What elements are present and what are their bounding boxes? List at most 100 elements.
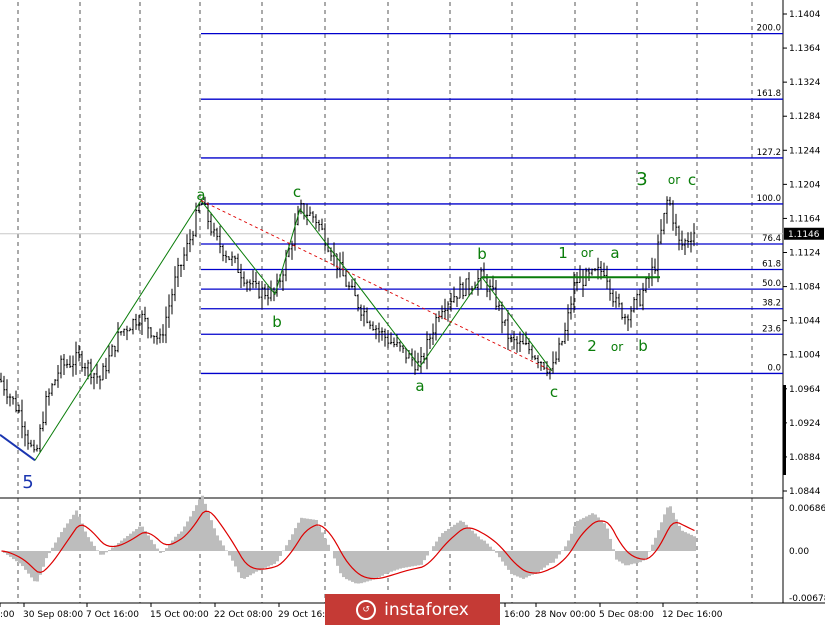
- price-bar: [452, 286, 456, 303]
- histogram-bar: [627, 551, 630, 566]
- price-bar: [371, 321, 375, 331]
- histogram-bar: [348, 551, 351, 581]
- histogram-bar: [84, 531, 87, 551]
- fib-label-200.0: 200.0: [757, 24, 781, 34]
- histogram-bar: [588, 514, 591, 551]
- histogram-bar: [39, 551, 42, 575]
- histogram-bar: [684, 532, 687, 551]
- x-tick-label: 7 Oct 16:00: [86, 610, 139, 620]
- price-bar: [185, 234, 189, 262]
- histogram-bar: [435, 541, 438, 551]
- price-bar: [461, 282, 465, 300]
- histogram-bar: [333, 551, 336, 559]
- price-bar: [230, 251, 234, 266]
- price-bar: [464, 278, 468, 297]
- histogram-bar: [141, 526, 144, 551]
- price-bar: [125, 325, 129, 341]
- histogram-bar: [201, 495, 204, 551]
- x-tick-label: 5 Dec 08:00: [599, 610, 654, 620]
- price-bar: [521, 334, 525, 345]
- wave-label-5: b: [477, 245, 487, 263]
- price-bar: [365, 307, 369, 324]
- histogram-bar: [669, 506, 672, 551]
- histogram-bar: [525, 551, 528, 578]
- histogram-bar: [96, 550, 99, 551]
- price-bar: [377, 322, 381, 343]
- price-bar: [257, 280, 261, 299]
- fib-label-38.2: 38.2: [762, 299, 781, 309]
- histogram-bar: [678, 525, 681, 551]
- price-bar: [497, 301, 501, 311]
- price-bar: [74, 341, 78, 375]
- histogram-bar: [540, 551, 543, 570]
- histogram-bar: [324, 538, 327, 551]
- histogram-bar: [417, 551, 420, 566]
- y-tick-label: 1.0924: [789, 419, 821, 429]
- histogram-bar: [12, 551, 15, 560]
- wave-lines: [0, 199, 660, 462]
- price-bar: [443, 298, 447, 320]
- histogram-bar: [51, 547, 54, 551]
- histogram-bar: [207, 512, 210, 551]
- price-bar: [206, 202, 210, 230]
- histogram-bar: [174, 536, 177, 551]
- histogram-bar: [147, 535, 150, 551]
- histogram-bar: [186, 521, 189, 551]
- histogram-bar: [342, 551, 345, 578]
- histogram-bar: [600, 520, 603, 551]
- histogram-bar: [663, 514, 666, 551]
- histogram-bar: [309, 519, 312, 551]
- price-bar: [500, 301, 504, 334]
- price-bar: [686, 232, 690, 248]
- histogram-bar: [501, 551, 504, 562]
- histogram-bar: [351, 551, 354, 582]
- price-bar: [347, 281, 351, 290]
- histogram-bar: [36, 551, 39, 582]
- histogram-bar: [423, 551, 426, 561]
- price-bar: [119, 331, 123, 336]
- histogram-bar: [156, 548, 159, 551]
- histogram-bar: [345, 551, 348, 580]
- histogram-bar: [105, 551, 108, 553]
- price-bar: [419, 346, 423, 373]
- price-bar: [101, 363, 105, 381]
- histogram-bar: [99, 551, 102, 555]
- histogram-bar: [102, 551, 105, 555]
- histogram-bar: [378, 551, 381, 578]
- price-bar: [239, 263, 243, 288]
- histogram-bar: [384, 551, 387, 574]
- y-tick-label: 1.1004: [789, 351, 821, 361]
- histogram-bar: [132, 531, 135, 551]
- price-bar: [617, 293, 621, 308]
- histogram-bar: [657, 530, 660, 551]
- price-bar: [179, 264, 183, 278]
- indicator-tick-label: 0.00: [789, 547, 809, 557]
- price-bar: [134, 313, 138, 330]
- histogram-bar: [483, 540, 486, 551]
- price-bar: [128, 327, 132, 332]
- histogram-bar: [231, 551, 234, 561]
- price-bar: [50, 383, 54, 396]
- histogram-bar: [138, 526, 141, 551]
- price-bar: [368, 320, 372, 330]
- histogram-bar: [300, 517, 303, 551]
- price-bar: [317, 219, 321, 232]
- histogram-bar: [87, 537, 90, 551]
- histogram-bar: [414, 551, 417, 566]
- price-bar: [608, 278, 612, 301]
- histogram-bar: [522, 551, 525, 579]
- histogram-bar: [570, 533, 573, 551]
- price-bar: [224, 250, 228, 263]
- histogram-bar: [27, 551, 30, 574]
- histogram-bar: [438, 536, 441, 551]
- wave-label-11: or: [611, 340, 623, 354]
- price-bar: [434, 313, 438, 341]
- histogram-bar: [579, 519, 582, 551]
- histogram-bar: [153, 544, 156, 551]
- histogram-bar: [114, 545, 117, 551]
- histogram-bar: [354, 551, 357, 584]
- histogram-bar: [510, 551, 513, 575]
- histogram-bar: [534, 551, 537, 574]
- price-bar: [122, 328, 126, 337]
- histogram-bar: [219, 540, 222, 551]
